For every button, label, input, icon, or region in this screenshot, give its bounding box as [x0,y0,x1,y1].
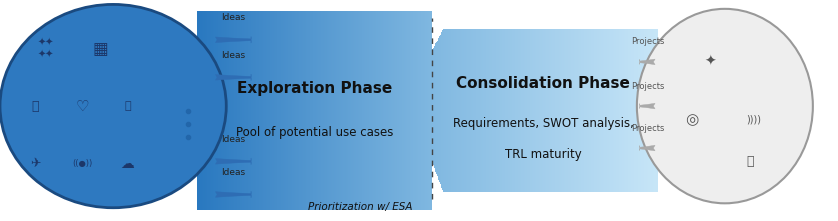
Text: ((●)): ((●)) [72,159,92,168]
Text: Ideas: Ideas [221,13,246,22]
Text: ☁: ☁ [121,156,134,171]
Text: Pool of potential use cases: Pool of potential use cases [235,126,393,139]
Text: ♡: ♡ [75,99,89,114]
Text: ✈: ✈ [30,157,40,170]
Text: ⛴: ⛴ [32,100,39,112]
Text: Projects: Projects [631,37,664,46]
Text: Consolidation Phase: Consolidation Phase [456,76,630,91]
Text: ✦✦
✦✦: ✦✦ ✦✦ [38,38,54,59]
Text: Projects: Projects [631,124,664,133]
Text: ▦: ▦ [93,40,108,58]
Text: ✦: ✦ [705,55,716,69]
Text: Requirements, SWOT analysis,: Requirements, SWOT analysis, [453,117,634,130]
Ellipse shape [637,9,813,203]
Text: Ideas: Ideas [221,168,246,177]
Text: Ideas: Ideas [221,51,246,60]
Text: Exploration Phase: Exploration Phase [236,81,392,96]
Ellipse shape [0,4,226,208]
Text: 🚘: 🚘 [747,155,753,168]
Text: Prioritization w/ ESA: Prioritization w/ ESA [308,202,412,212]
Text: )))): )))) [747,114,762,124]
Text: TRL maturity: TRL maturity [504,148,582,161]
Text: ◎: ◎ [685,112,698,127]
Text: 🚘: 🚘 [124,101,131,111]
Text: Ideas: Ideas [221,135,246,144]
Text: Projects: Projects [631,82,664,91]
